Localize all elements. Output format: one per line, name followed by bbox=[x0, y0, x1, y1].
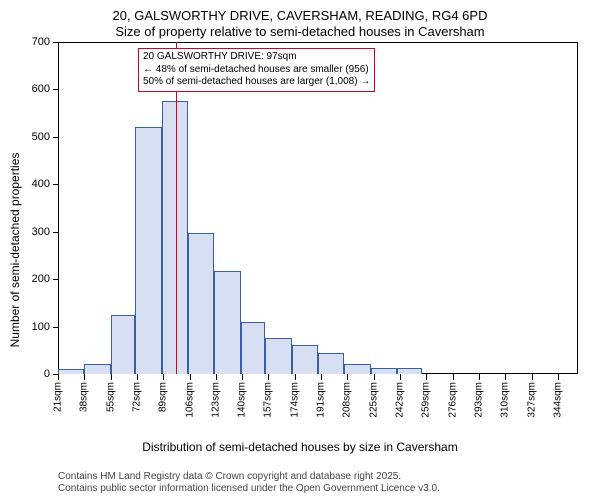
x-tick-label: 89sqm bbox=[158, 382, 169, 412]
x-tick-label: 72sqm bbox=[131, 382, 142, 412]
x-tick-label: 21sqm bbox=[53, 382, 64, 412]
histogram-bar bbox=[265, 338, 291, 374]
y-tick-label: 100 bbox=[32, 321, 50, 333]
x-tick bbox=[558, 374, 559, 380]
histogram-bar bbox=[135, 127, 161, 374]
x-tick bbox=[111, 374, 112, 380]
footer-copyright-1: Contains HM Land Registry data © Crown c… bbox=[58, 471, 401, 482]
x-tick-label: 225sqm bbox=[368, 382, 379, 418]
y-tick bbox=[53, 279, 58, 280]
x-tick bbox=[505, 374, 506, 380]
histogram-bar bbox=[397, 368, 422, 374]
y-tick-label: 0 bbox=[44, 368, 50, 380]
x-tick-label: 293sqm bbox=[473, 382, 484, 418]
x-tick-label: 191sqm bbox=[316, 382, 327, 418]
x-tick-label: 259sqm bbox=[421, 382, 432, 418]
x-tick-label: 55sqm bbox=[105, 382, 116, 412]
footer-copyright-2: Contains public sector information licen… bbox=[58, 483, 440, 494]
x-tick bbox=[58, 374, 59, 380]
histogram-bar bbox=[344, 364, 370, 374]
x-axis-label: Distribution of semi-detached houses by … bbox=[0, 440, 600, 454]
x-tick bbox=[374, 374, 375, 380]
y-tick-label: 500 bbox=[32, 131, 50, 143]
x-tick bbox=[453, 374, 454, 380]
x-tick-label: 157sqm bbox=[263, 382, 274, 418]
annotation-line: 20 GALSWORTHY DRIVE: 97sqm bbox=[143, 51, 370, 64]
y-tick-label: 200 bbox=[32, 273, 50, 285]
x-tick-label: 106sqm bbox=[184, 382, 195, 418]
annotation-box: 20 GALSWORTHY DRIVE: 97sqm← 48% of semi-… bbox=[138, 48, 375, 92]
y-tick-label: 400 bbox=[32, 178, 50, 190]
x-tick bbox=[163, 374, 164, 380]
histogram-bar bbox=[188, 233, 214, 374]
x-tick bbox=[216, 374, 217, 380]
y-tick bbox=[53, 184, 58, 185]
y-tick bbox=[53, 327, 58, 328]
x-tick bbox=[426, 374, 427, 380]
histogram-bar bbox=[292, 345, 318, 374]
histogram-bar bbox=[58, 369, 84, 374]
x-tick-label: 38sqm bbox=[79, 382, 90, 412]
x-tick bbox=[479, 374, 480, 380]
x-tick-label: 140sqm bbox=[237, 382, 248, 418]
y-tick bbox=[53, 232, 58, 233]
y-tick-label: 300 bbox=[32, 226, 50, 238]
x-tick bbox=[268, 374, 269, 380]
x-tick bbox=[242, 374, 243, 380]
histogram-bar bbox=[371, 368, 397, 374]
histogram-bar bbox=[214, 271, 240, 374]
x-tick bbox=[295, 374, 296, 380]
x-tick bbox=[84, 374, 85, 380]
y-tick-label: 600 bbox=[32, 83, 50, 95]
plot-area: 010020030040050060070021sqm38sqm55sqm72s… bbox=[58, 42, 578, 374]
histogram-bar bbox=[241, 322, 266, 374]
y-tick-label: 700 bbox=[32, 36, 50, 48]
property-marker-line bbox=[176, 42, 177, 374]
x-tick-label: 208sqm bbox=[342, 382, 353, 418]
chart-title-subtitle: Size of property relative to semi-detach… bbox=[0, 24, 600, 39]
x-tick-label: 174sqm bbox=[289, 382, 300, 418]
x-tick-label: 327sqm bbox=[526, 382, 537, 418]
x-tick-label: 310sqm bbox=[500, 382, 511, 418]
histogram-bar bbox=[84, 364, 110, 374]
x-tick-label: 276sqm bbox=[447, 382, 458, 418]
x-tick bbox=[347, 374, 348, 380]
chart-title-address: 20, GALSWORTHY DRIVE, CAVERSHAM, READING… bbox=[0, 8, 600, 23]
x-tick bbox=[137, 374, 138, 380]
x-tick bbox=[532, 374, 533, 380]
property-size-chart: 20, GALSWORTHY DRIVE, CAVERSHAM, READING… bbox=[0, 0, 600, 500]
y-tick bbox=[53, 137, 58, 138]
x-tick bbox=[400, 374, 401, 380]
y-tick bbox=[53, 42, 58, 43]
x-tick-label: 242sqm bbox=[395, 382, 406, 418]
x-tick-label: 123sqm bbox=[210, 382, 221, 418]
x-tick bbox=[321, 374, 322, 380]
histogram-bar bbox=[318, 353, 344, 374]
y-axis-line bbox=[58, 42, 59, 374]
annotation-line: 50% of semi-detached houses are larger (… bbox=[143, 76, 370, 89]
y-tick bbox=[53, 89, 58, 90]
x-tick bbox=[190, 374, 191, 380]
histogram-bar bbox=[111, 315, 136, 374]
annotation-line: ← 48% of semi-detached houses are smalle… bbox=[143, 64, 370, 77]
y-axis-label: Number of semi-detached properties bbox=[8, 153, 22, 348]
x-tick-label: 344sqm bbox=[552, 382, 563, 418]
